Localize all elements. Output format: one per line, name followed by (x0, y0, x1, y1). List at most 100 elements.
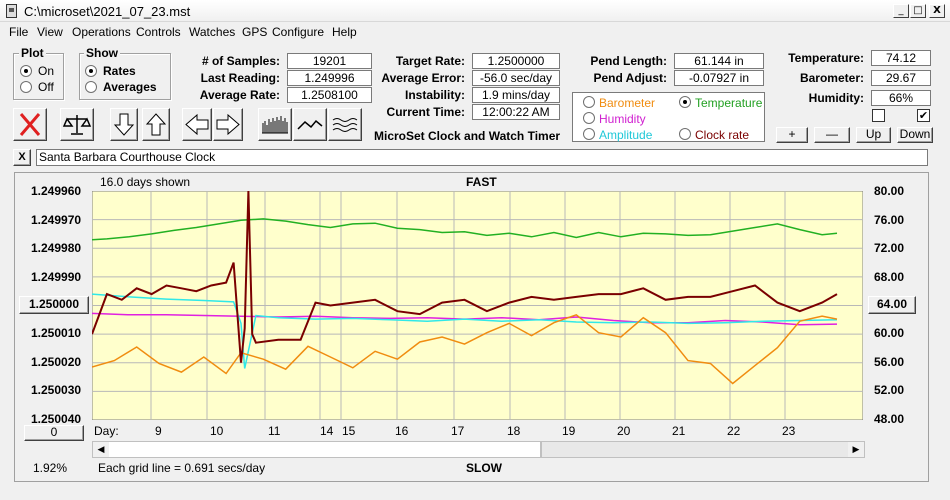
instability-label: Instability: (404, 88, 465, 102)
sensor-checkbox-2[interactable]: ✔ (917, 109, 930, 122)
day-axis-label: Day: (94, 424, 119, 438)
clock-rate-radio[interactable] (679, 128, 691, 140)
y-right-tick: 76.00 (874, 213, 905, 227)
x-day-tick: 21 (672, 424, 686, 438)
rate-series-line (92, 191, 838, 363)
arrow-right-button[interactable] (213, 108, 243, 141)
days-shown-label: 16.0 days shown (100, 175, 191, 189)
arrow-up-button[interactable] (142, 108, 170, 141)
chart-scrollbar[interactable] (541, 441, 865, 458)
menu-operations[interactable]: Operations (72, 25, 131, 39)
show-group (79, 53, 171, 100)
pend-adjust-label: Pend Adjust: (593, 71, 667, 85)
line-graph-button[interactable] (293, 108, 327, 141)
center-temp-button[interactable]: 64.00 (868, 296, 916, 314)
scrollbar-thumb[interactable] (92, 441, 541, 458)
description-field[interactable]: Santa Barbara Courthouse Clock (36, 149, 928, 166)
temperature-radio[interactable] (679, 96, 691, 108)
line-graph-icon (297, 119, 323, 130)
plus-button[interactable]: + (776, 127, 808, 143)
menu-file[interactable]: File (9, 25, 29, 39)
bar-graph-button[interactable] (258, 108, 292, 141)
barometer-series-line (92, 313, 838, 385)
fast-label: FAST (466, 175, 497, 189)
last-reading-field: 1.249996 (287, 70, 372, 86)
humidity-radio[interactable] (583, 112, 595, 124)
humidity-label: Humidity: (808, 91, 864, 105)
y-right-tick: 60.00 (874, 326, 905, 340)
wave-graph-button[interactable] (328, 108, 362, 141)
barometer-option-label: Barometer (599, 96, 656, 110)
minimize-button[interactable]: _ (893, 4, 909, 18)
maximize-button[interactable]: □ (910, 4, 926, 18)
up-button[interactable]: Up (856, 127, 891, 143)
y-left-tick: 1.250020 (31, 355, 82, 369)
close-description-button[interactable]: X (13, 149, 31, 166)
barometer-field: 29.67 (871, 70, 931, 86)
temperature-field: 74.12 (871, 50, 931, 66)
y-left-tick: 1.250010 (31, 326, 82, 340)
current-time-field: 12:00:22 AM (472, 104, 560, 120)
x-day-tick: 17 (451, 424, 465, 438)
center-rate-button[interactable]: 1.250000 (19, 296, 89, 314)
x-day-tick: 11 (268, 424, 281, 438)
current-time-label: Current Time: (386, 105, 465, 119)
menu-gps[interactable]: GPS (242, 25, 268, 39)
window-title: C:\microset\2021_07_23.mst (24, 4, 191, 19)
sensor-checkbox-1[interactable] (872, 109, 885, 122)
plot-off-radio[interactable] (20, 81, 32, 93)
plot-group-title: Plot (19, 46, 46, 60)
scroll-left-button[interactable]: ◀ (93, 442, 109, 457)
zero-button[interactable]: 0 (24, 425, 84, 441)
show-averages-radio[interactable] (85, 81, 97, 93)
menu-view[interactable]: View (37, 25, 63, 39)
x-day-tick: 14 (320, 424, 334, 438)
samples-label: # of Samples: (201, 54, 280, 68)
scroll-right-button[interactable]: ▶ (848, 442, 864, 457)
rate-chart (92, 191, 863, 420)
x-day-tick: 18 (507, 424, 521, 438)
target-rate-field[interactable]: 1.2500000 (472, 53, 560, 69)
y-left-tick: 1.250040 (31, 412, 82, 426)
y-right-tick: 52.00 (874, 383, 905, 397)
y-right-tick: 48.00 (874, 412, 905, 426)
menu-controls[interactable]: Controls (136, 25, 181, 39)
x-day-tick: 9 (155, 424, 162, 438)
menu-help[interactable]: Help (332, 25, 357, 39)
amplitude-series-line (92, 293, 838, 369)
menu-configure[interactable]: Configure (272, 25, 325, 39)
target-rate-label: Target Rate: (395, 54, 465, 68)
average-error-label: Average Error: (381, 71, 465, 85)
grid-note: Each grid line = 0.691 secs/day (98, 461, 266, 475)
temperature-label: Temperature: (788, 51, 864, 65)
arrow-up-icon (145, 113, 167, 136)
barometer-radio[interactable] (583, 96, 595, 108)
x-day-tick: 10 (210, 424, 224, 438)
menu-watches[interactable]: Watches (189, 25, 236, 39)
down-button[interactable]: Down (897, 127, 933, 143)
bar-graph-icon (262, 116, 288, 134)
minus-button[interactable]: — (814, 127, 850, 143)
arrow-left-icon (185, 113, 209, 136)
arrow-right-icon (216, 113, 240, 136)
plot-on-radio[interactable] (20, 65, 32, 77)
sensor-selector (572, 92, 765, 142)
x-day-tick: 19 (562, 424, 576, 438)
amplitude-option-label: Amplitude (599, 128, 653, 142)
show-rates-radio[interactable] (85, 65, 97, 77)
close-window-button[interactable]: X (929, 4, 945, 18)
pend-adjust-field[interactable]: -0.07927 in (674, 70, 764, 86)
pend-length-field[interactable]: 61.144 in (674, 53, 764, 69)
y-right-tick: 72.00 (874, 241, 905, 255)
average-error-field: -56.0 sec/day (472, 70, 560, 86)
arrow-left-button[interactable] (182, 108, 212, 141)
wave-lines-icon (332, 118, 358, 132)
clear-button[interactable] (13, 108, 47, 141)
y-right-tick: 56.00 (874, 355, 905, 369)
percent-label: 1.92% (33, 461, 68, 475)
y-left-tick: 1.249980 (31, 241, 82, 255)
temperature-series-line (92, 218, 838, 241)
arrow-down-button[interactable] (110, 108, 138, 141)
amplitude-radio[interactable] (583, 128, 595, 140)
balance-button[interactable] (60, 108, 94, 141)
